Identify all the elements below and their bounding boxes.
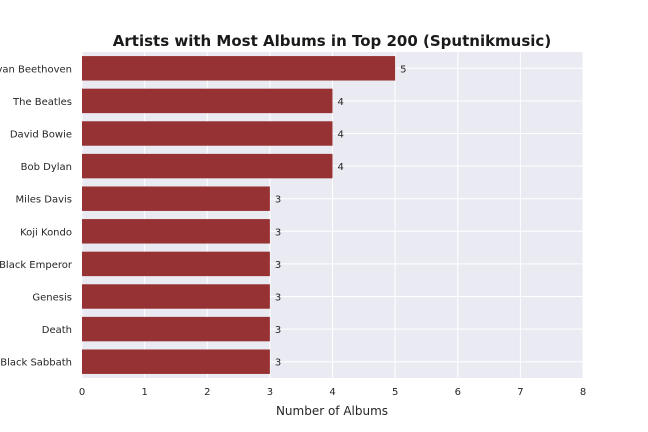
bar-value-label: 4 <box>338 162 344 173</box>
bar-value-label: 3 <box>275 358 281 369</box>
y-tick-label: Bob Dylan <box>21 162 72 173</box>
bar-value-label: 3 <box>275 260 281 271</box>
bar <box>82 284 270 309</box>
y-tick-labels: Ludwig van Beethoven The Beatles David Bow… <box>0 64 73 368</box>
bar-value-label: 4 <box>338 130 344 141</box>
bar-labels: 5 4 4 4 3 3 3 3 3 3 <box>275 64 407 368</box>
bars <box>82 56 396 374</box>
x-tick-label: 8 <box>580 387 586 398</box>
chart-title: Artists with Most Albums in Top 200 (Spu… <box>113 32 551 50</box>
bar <box>82 316 270 342</box>
x-tick-label: 1 <box>141 387 147 398</box>
y-tick-label: Black Sabbath <box>0 358 72 369</box>
bar-value-label: 4 <box>338 97 344 108</box>
bar <box>82 251 270 277</box>
bar <box>82 219 270 244</box>
x-tick-label: 3 <box>267 387 273 398</box>
x-tick-label: 7 <box>517 387 523 398</box>
x-tick-label: 0 <box>79 387 85 398</box>
bar-value-label: 3 <box>275 325 281 336</box>
bar-value-label: 5 <box>400 64 406 75</box>
y-tick-label: Ludwig van Beethoven <box>0 64 72 75</box>
bar <box>82 349 270 374</box>
bar <box>82 186 270 211</box>
y-tick-label: Godspeed You! Black Emperor <box>0 260 73 271</box>
bar <box>82 153 333 179</box>
y-tick-label: Genesis <box>32 293 72 304</box>
bar <box>82 56 396 81</box>
y-tick-label: David Bowie <box>10 130 72 141</box>
bar <box>82 121 333 146</box>
y-tick-label: Death <box>42 325 72 336</box>
x-tick-label: 4 <box>329 387 335 398</box>
bar-value-label: 3 <box>275 195 281 206</box>
x-tick-labels: 0 1 2 3 4 5 6 7 8 <box>79 387 586 398</box>
bar-value-label: 3 <box>275 227 281 238</box>
y-tick-label: Koji Kondo <box>20 227 72 238</box>
bar <box>82 88 333 114</box>
x-axis-label: Number of Albums <box>276 404 388 418</box>
x-tick-label: 6 <box>455 387 461 398</box>
y-tick-label: Miles Davis <box>16 195 72 206</box>
bar-value-label: 3 <box>275 293 281 304</box>
x-tick-label: 2 <box>204 387 210 398</box>
x-tick-label: 5 <box>392 387 398 398</box>
y-tick-label: The Beatles <box>12 97 72 108</box>
